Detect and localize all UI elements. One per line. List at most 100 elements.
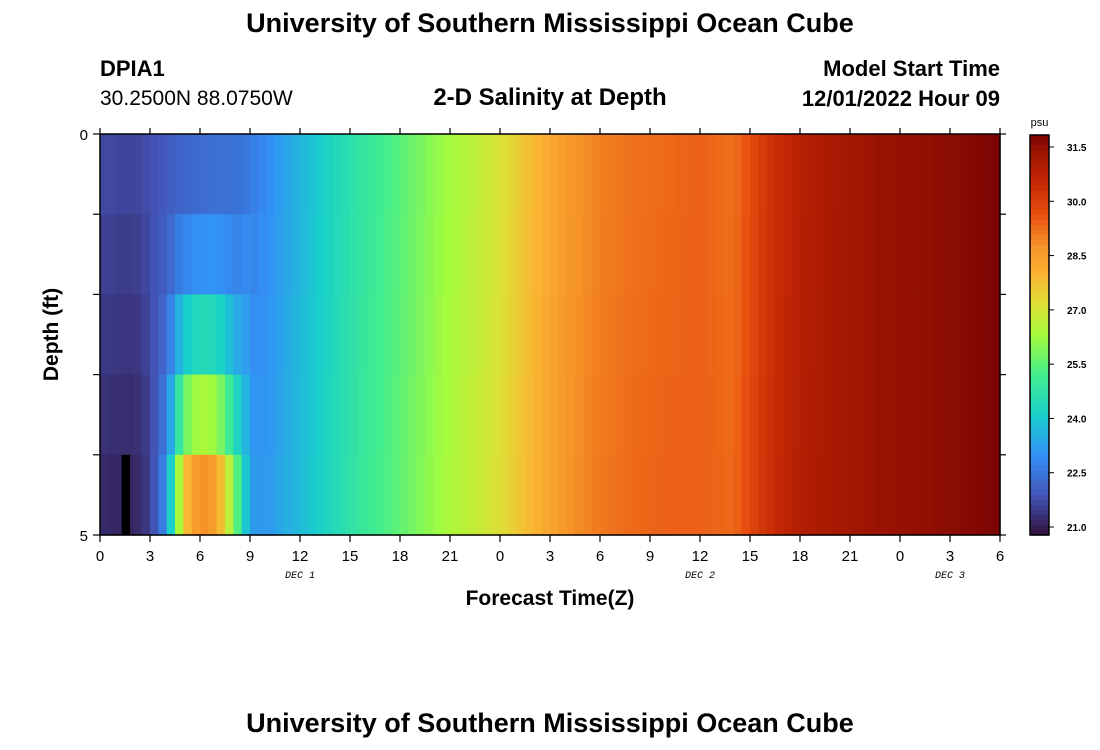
heatmap-cell	[316, 454, 326, 536]
heatmap-cell	[441, 454, 451, 536]
heatmap-cell	[483, 294, 493, 376]
heatmap-cell	[875, 134, 884, 215]
heatmap-cell	[983, 294, 993, 376]
heatmap-cell	[933, 454, 943, 536]
heatmap-cell	[766, 134, 776, 215]
heatmap-cell	[166, 214, 176, 295]
heatmap-cell	[358, 134, 368, 215]
heatmap-cell	[266, 454, 276, 536]
heatmap-cell	[766, 374, 776, 456]
y-axis-label: Depth (ft)	[40, 288, 63, 381]
colorbar-swatch	[1030, 255, 1049, 261]
heatmap-cell	[250, 134, 259, 215]
heatmap-cell	[975, 214, 984, 295]
x-tick-label: 0	[496, 548, 504, 565]
heatmap-cell	[925, 374, 934, 456]
heatmap-cell	[983, 134, 993, 215]
heatmap-cell	[808, 454, 818, 536]
x-tick-label: 6	[196, 548, 204, 565]
heatmap-cell	[775, 294, 784, 376]
heatmap-cell	[791, 374, 801, 456]
heatmap-cell	[391, 214, 401, 295]
heatmap-cell	[958, 294, 968, 376]
heatmap-cell	[391, 374, 401, 456]
heatmap-cell	[975, 374, 984, 456]
colorbar-swatch	[1030, 495, 1049, 501]
station-coordinates: 30.2500N 88.0750W	[100, 87, 293, 110]
heatmap-cell	[466, 454, 476, 536]
heatmap-cell	[158, 454, 168, 536]
heatmap-cell	[466, 294, 476, 376]
heatmap-cell	[716, 214, 726, 295]
footer-title: University of Southern Mississippi Ocean…	[246, 708, 854, 738]
heatmap-cell	[583, 134, 593, 215]
heatmap-cell	[350, 374, 359, 456]
x-axis-label: Forecast Time(Z)	[466, 587, 635, 610]
colorbar-swatch	[1030, 345, 1049, 351]
heatmap-cell	[700, 214, 709, 295]
x-tick-label: 0	[96, 548, 104, 565]
heatmap-cell	[675, 454, 684, 536]
heatmap-cell	[658, 374, 668, 456]
heatmap-cell	[325, 294, 334, 376]
heatmap-cell	[200, 294, 209, 376]
heatmap-cell	[108, 214, 118, 295]
heatmap-cell	[408, 294, 418, 376]
heatmap-cell	[266, 294, 276, 376]
heatmap-cell	[358, 294, 368, 376]
heatmap-cell	[125, 214, 134, 295]
colorbar-swatch	[1030, 450, 1049, 456]
heatmap-cell	[516, 214, 526, 295]
heatmap-cell	[983, 214, 993, 295]
heatmap-cell	[891, 294, 901, 376]
heatmap-cell	[283, 214, 293, 295]
heatmap-cell	[400, 454, 409, 536]
heatmap-cell	[608, 374, 618, 456]
heatmap-cell	[650, 374, 659, 456]
colorbar-swatch	[1030, 335, 1049, 341]
heatmap-cell	[616, 214, 626, 295]
heatmap-cell	[425, 374, 434, 456]
heatmap-cell	[350, 134, 359, 215]
heatmap-cell	[600, 374, 609, 456]
colorbar-swatch	[1030, 160, 1049, 166]
heatmap-cell	[808, 294, 818, 376]
heatmap-cell	[666, 454, 676, 536]
heatmap-cell	[533, 214, 543, 295]
heatmap-cell	[450, 294, 459, 376]
heatmap-cell	[325, 134, 334, 215]
heatmap-cell	[283, 454, 293, 536]
heatmap-cell	[650, 134, 659, 215]
colorbar-tick-label: 22.5	[1067, 469, 1087, 480]
heatmap-cell	[425, 134, 434, 215]
heatmap-cell	[600, 294, 609, 376]
heatmap-cell	[175, 134, 184, 215]
heatmap-cell	[483, 134, 493, 215]
heatmap-cell	[816, 134, 826, 215]
heatmap-cell	[525, 374, 534, 456]
heatmap-cell	[516, 454, 526, 536]
heatmap-cell	[700, 374, 709, 456]
heatmap-cell	[475, 294, 484, 376]
heatmap-cell	[616, 454, 626, 536]
colorbar-swatch	[1030, 150, 1049, 156]
heatmap-cell	[166, 374, 176, 456]
heatmap-cell	[833, 214, 843, 295]
heatmap-cell	[683, 294, 693, 376]
heatmap-cell	[266, 134, 276, 215]
colorbar-swatch	[1030, 410, 1049, 416]
heatmap-cell	[191, 454, 201, 536]
heatmap-cell	[491, 214, 501, 295]
colorbar-swatch	[1030, 525, 1049, 531]
heatmap-cell	[291, 134, 301, 215]
heatmap-cell	[675, 214, 684, 295]
colorbar-tick-label: 24.0	[1067, 414, 1087, 425]
heatmap-cell	[858, 214, 868, 295]
heatmap-cell	[141, 374, 151, 456]
heatmap-cell	[366, 134, 376, 215]
heatmap-cell	[900, 454, 909, 536]
heatmap-cell	[200, 214, 209, 295]
heatmap-cell	[608, 214, 618, 295]
heatmap-cell	[341, 454, 351, 536]
heatmap-cell	[291, 374, 301, 456]
